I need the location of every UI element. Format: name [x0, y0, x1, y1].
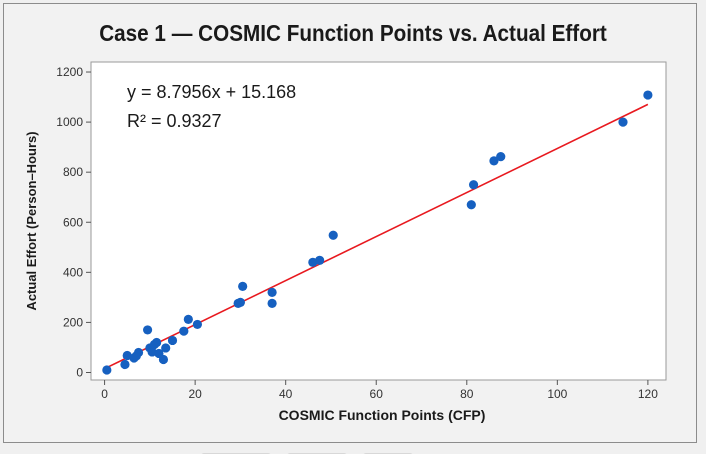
x-tick-label: 20 [188, 387, 202, 401]
y-tick-label: 0 [76, 365, 83, 379]
data-point [102, 365, 112, 375]
data-point [267, 287, 277, 297]
data-point [238, 281, 248, 291]
data-point [167, 335, 178, 346]
data-point [183, 314, 193, 325]
data-point [179, 326, 189, 336]
x-tick-label: 120 [638, 387, 658, 401]
caption-fragment [195, 446, 445, 454]
x-tick-label: 60 [370, 387, 384, 401]
x-tick-label: 80 [460, 387, 474, 401]
equation-label: y = 8.7956x + 15.168 [127, 82, 296, 102]
r-squared-label: R² = 0.9327 [127, 111, 222, 131]
data-point [192, 319, 202, 330]
data-point [120, 359, 130, 370]
data-point [489, 156, 499, 166]
data-point [466, 200, 476, 210]
y-tick-label: 1000 [56, 115, 83, 129]
y-tick-label: 1200 [56, 65, 83, 79]
data-point [468, 180, 479, 190]
data-point [152, 337, 162, 348]
chart-title: Case 1 — COSMIC Function Points vs. Actu… [99, 20, 607, 46]
data-point [496, 152, 506, 162]
data-point [315, 255, 325, 265]
x-tick-label: 40 [279, 387, 293, 401]
y-tick-label: 600 [63, 215, 83, 229]
y-tick-label: 200 [63, 315, 83, 329]
data-points [102, 90, 653, 375]
plot-area [90, 61, 667, 381]
data-point [161, 343, 171, 353]
data-point [328, 230, 338, 240]
x-axis: 0 20 40 60 80 100 120 [101, 380, 658, 401]
data-point [618, 117, 628, 127]
y-axis-label: Actual Effort (Person–Hours) [24, 131, 39, 310]
data-point [267, 298, 277, 308]
y-axis: 0 200 400 600 800 1000 1200 [56, 65, 91, 379]
x-tick-label: 100 [547, 387, 567, 401]
data-point [235, 297, 246, 307]
data-point [643, 90, 653, 100]
x-tick-label: 0 [101, 387, 108, 401]
y-tick-label: 800 [63, 165, 83, 179]
data-point [133, 347, 144, 358]
data-point [142, 325, 153, 335]
x-axis-label: COSMIC Function Points (CFP) [279, 407, 486, 423]
data-point [158, 354, 169, 365]
y-tick-label: 400 [63, 265, 83, 279]
